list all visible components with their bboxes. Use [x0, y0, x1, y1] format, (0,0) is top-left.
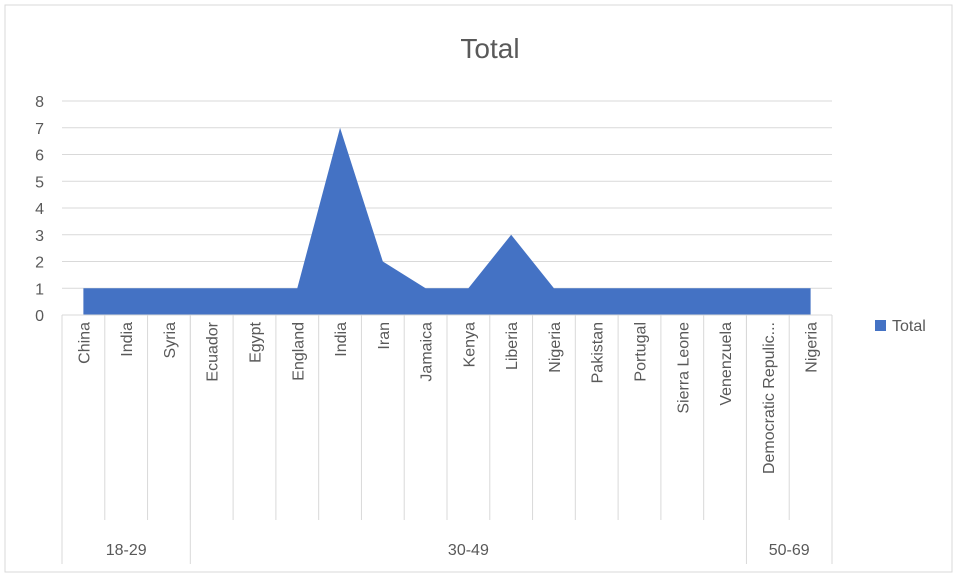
- x-category-label: India: [119, 322, 136, 357]
- y-tick-label: 7: [35, 121, 44, 138]
- chart-title: Total: [460, 33, 519, 64]
- x-category-label: Venenzuela: [718, 322, 735, 406]
- x-category-label: China: [76, 322, 93, 364]
- x-category-label: Egypt: [248, 321, 265, 362]
- legend-label: Total: [892, 318, 926, 335]
- y-tick-label: 0: [35, 308, 44, 325]
- x-group-label: 30-49: [448, 542, 489, 559]
- x-group-label: 50-69: [769, 542, 810, 559]
- x-category-label: Kenya: [461, 322, 478, 367]
- legend-swatch: [875, 320, 886, 331]
- y-tick-label: 1: [35, 281, 44, 298]
- x-category-label: Sierra Leone: [675, 322, 692, 414]
- y-tick-label: 8: [35, 94, 44, 111]
- x-category-label: Jamaica: [419, 322, 436, 382]
- x-category-label: England: [290, 322, 307, 381]
- y-tick-label: 3: [35, 228, 44, 245]
- x-category-label: Pakistan: [590, 322, 607, 383]
- x-group-label: 18-29: [106, 542, 147, 559]
- x-category-label: Nigeria: [804, 322, 821, 373]
- y-tick-label: 2: [35, 255, 44, 272]
- legend: Total: [875, 318, 926, 335]
- x-category-label: India: [333, 322, 350, 357]
- x-category-label: Liberia: [504, 322, 521, 370]
- area-series: [83, 127, 811, 315]
- y-axis-ticks: 0 1 2 3 4 5 6 7 8: [35, 94, 44, 325]
- x-category-label: Syria: [162, 322, 179, 359]
- x-category-label: Ecuador: [205, 321, 222, 381]
- x-category-label: Nigeria: [547, 322, 564, 373]
- y-tick-label: 4: [35, 201, 44, 218]
- x-category-label: Democratic Repulic...: [761, 322, 778, 474]
- y-tick-label: 6: [35, 148, 44, 165]
- x-category-label: Portugal: [633, 322, 650, 382]
- y-tick-label: 5: [35, 174, 44, 191]
- x-category-label: Iran: [376, 322, 393, 350]
- x-axis: China India Syria Ecuador Egypt England India I…: [61, 314, 833, 564]
- area-series-total: [83, 127, 811, 315]
